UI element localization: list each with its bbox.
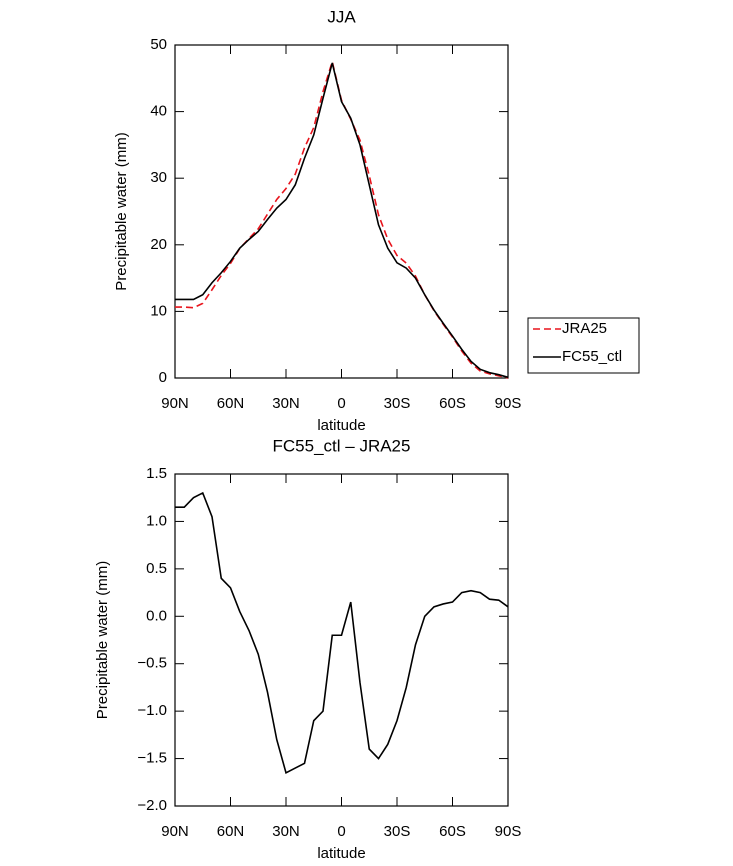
y-tick-label: 1.5 [146, 465, 167, 482]
y-axis-label: Precipitable water (mm) [113, 132, 130, 290]
x-tick-label: 0 [337, 823, 345, 840]
y-tick-label: 0 [159, 369, 167, 386]
x-tick-label: 60S [439, 395, 466, 412]
x-tick-label: 60S [439, 823, 466, 840]
legend-box [527, 317, 640, 374]
legend-label: JRA25 [562, 320, 607, 337]
chart-title: FC55_ctl – JRA25 [273, 436, 411, 455]
data-line [175, 62, 509, 379]
x-tick-label: 90N [161, 395, 189, 412]
x-tick-label: 30S [384, 823, 411, 840]
y-tick-label: −2.0 [137, 797, 167, 814]
plot-frame [174, 473, 509, 807]
data-line [175, 491, 509, 774]
y-tick-label: 50 [150, 36, 167, 53]
x-tick-label: 0 [337, 395, 345, 412]
x-tick-label: 90S [495, 395, 522, 412]
x-tick-label: 30N [272, 395, 300, 412]
y-tick-label: 40 [150, 103, 167, 120]
y-tick-label: 10 [150, 302, 167, 319]
x-tick-label: 60N [217, 823, 245, 840]
x-axis-label: latitude [317, 845, 365, 862]
data-line [175, 58, 509, 379]
x-axis-label: latitude [317, 417, 365, 434]
y-tick-label: 0.0 [146, 607, 167, 624]
x-tick-label: 90N [161, 823, 189, 840]
y-axis-label: Precipitable water (mm) [94, 561, 111, 719]
y-tick-label: 20 [150, 236, 167, 253]
x-tick-label: 90S [495, 823, 522, 840]
chart-title: JJA [327, 7, 356, 26]
y-tick-label: −0.5 [137, 655, 167, 672]
x-tick-label: 60N [217, 395, 245, 412]
y-tick-label: −1.0 [137, 702, 167, 719]
legend-label: FC55_ctl [562, 348, 622, 365]
y-tick-label: 0.5 [146, 560, 167, 577]
x-tick-label: 30N [272, 823, 300, 840]
y-tick-label: 30 [150, 169, 167, 186]
plot-frame [174, 44, 509, 379]
y-tick-label: 1.0 [146, 512, 167, 529]
x-tick-label: 30S [384, 395, 411, 412]
y-tick-label: −1.5 [137, 750, 167, 767]
